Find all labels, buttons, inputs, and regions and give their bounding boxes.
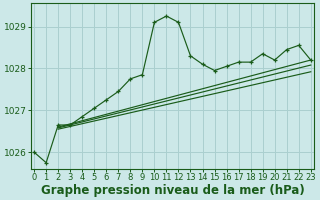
X-axis label: Graphe pression niveau de la mer (hPa): Graphe pression niveau de la mer (hPa): [41, 184, 304, 197]
